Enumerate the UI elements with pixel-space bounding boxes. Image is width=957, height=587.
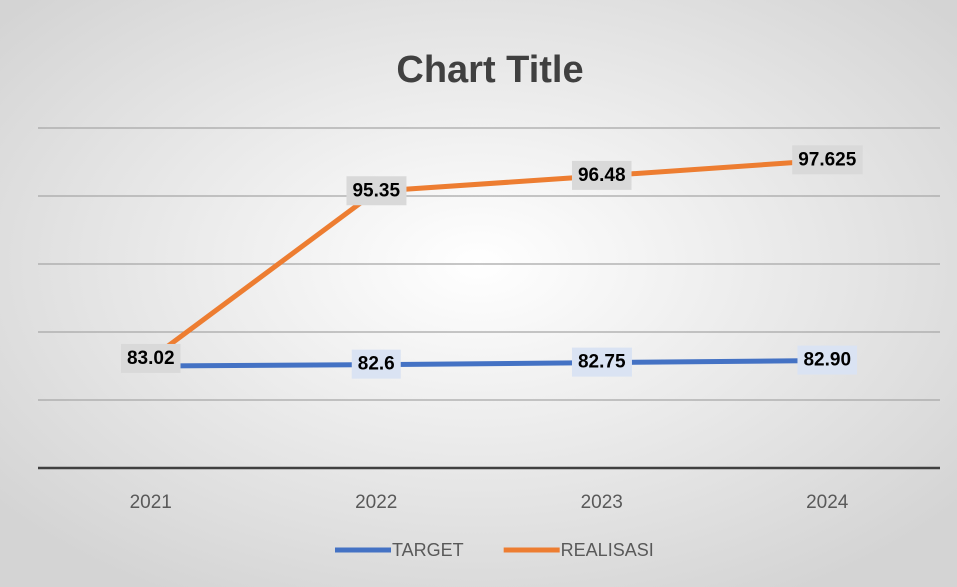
data-label-bg	[120, 343, 181, 373]
data-label-bg	[571, 347, 632, 377]
line-series	[149, 157, 828, 361]
data-label: 95.35	[346, 176, 407, 206]
data-label-bg	[571, 160, 632, 190]
x-tick-label: 2023	[581, 492, 623, 513]
x-tick-label: 2022	[355, 492, 397, 513]
data-label-text: 82.90	[803, 350, 851, 371]
x-tick-label: 2021	[130, 492, 172, 513]
data-label-text: 83.02	[127, 348, 175, 369]
data-label: 83.02	[120, 343, 181, 373]
data-label-text: 82.6	[358, 354, 395, 375]
x-tick-label: 2024	[806, 492, 849, 513]
data-label: 82.75	[571, 347, 632, 377]
chart-title: Chart Title	[396, 49, 583, 91]
data-label: 82.6	[351, 349, 401, 379]
data-label: 96.48	[571, 160, 632, 190]
legend-label: TARGET	[392, 540, 464, 560]
data-label-text: 97.625	[798, 149, 857, 170]
data-label-bg	[792, 145, 863, 175]
data-label-bg	[351, 349, 401, 379]
data-label: 97.625	[792, 145, 863, 175]
data-label-bg	[346, 176, 407, 206]
line-series	[150, 358, 828, 369]
data-label-text: 96.48	[578, 165, 626, 186]
data-label: 82.90	[797, 345, 858, 375]
data-label-bg	[797, 345, 858, 375]
legend-label: REALISASI	[561, 540, 654, 560]
data-label-text: 82.75	[578, 352, 626, 373]
data-label-text: 95.35	[352, 180, 400, 201]
